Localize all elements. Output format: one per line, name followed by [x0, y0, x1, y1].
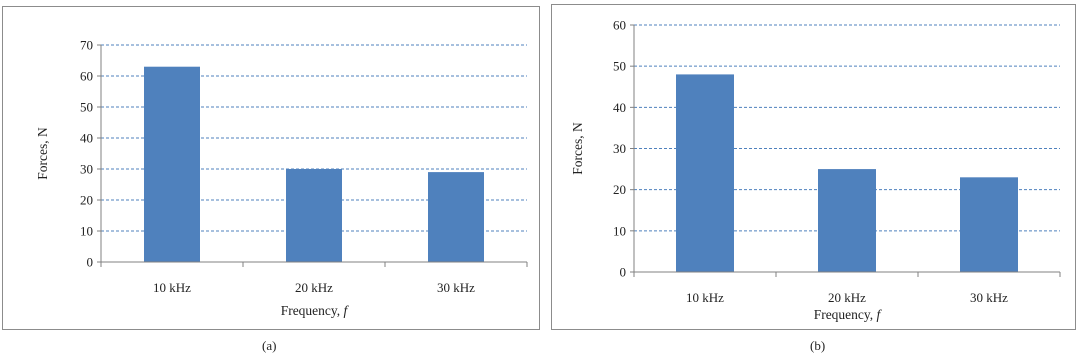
- chart-b: 0 10 20 30 40 50 60 10 kHz 20 kHz 30 kHz Frequency…: [570, 18, 1061, 322]
- y-tick-label: 40: [80, 131, 93, 146]
- x-tick-label: 30 kHz: [437, 280, 475, 295]
- x-tick-label: 30 kHz: [970, 290, 1008, 305]
- y-tick-label: 20: [80, 193, 93, 208]
- x-axis-title-symbol: f: [344, 303, 350, 318]
- x-axis-title-text: Frequency,: [281, 303, 344, 318]
- bar-10khz: [144, 66, 200, 262]
- x-axis-title-text: Frequency,: [814, 307, 877, 322]
- chart-panel-b: 0 10 20 30 40 50 60 10 kHz 20 kHz 30 kHz Frequency…: [551, 4, 1076, 330]
- chart-panel-a: 0 10 20 30 40 50 60 70 10 kHz 20 kHz 30 kHz Frequen…: [2, 6, 540, 330]
- x-tick-label: 20 kHz: [295, 280, 333, 295]
- caption-b: (b): [810, 338, 826, 353]
- chart-a: 0 10 20 30 40 50 60 70 10 kHz 20 kHz 30 kHz Frequen…: [35, 38, 528, 318]
- y-tick-label: 50: [613, 59, 626, 74]
- caption-a: (a): [262, 338, 277, 353]
- y-axis-title: Forces, N: [570, 122, 585, 175]
- y-tick-label: 50: [80, 100, 93, 115]
- y-axis-title: Forces, N: [35, 127, 50, 180]
- x-tick-label: 20 kHz: [828, 290, 866, 305]
- y-tick-label: 0: [87, 255, 94, 270]
- bar-30khz: [428, 172, 484, 262]
- y-tick-label: 20: [613, 182, 626, 197]
- x-tick-label: 10 kHz: [686, 290, 724, 305]
- y-tick-label: 0: [620, 265, 627, 280]
- bar-20khz: [818, 169, 876, 272]
- y-tick-label: 60: [613, 18, 626, 33]
- x-axis-title: Frequency, f: [281, 303, 350, 318]
- y-tick-label: 30: [80, 162, 93, 177]
- y-tick-label: 40: [613, 100, 626, 115]
- bar-20khz: [286, 169, 342, 262]
- y-tick-label: 30: [613, 141, 626, 156]
- y-tick-label: 10: [80, 224, 93, 239]
- bar-30khz: [960, 177, 1018, 272]
- x-tick-label: 10 kHz: [153, 280, 191, 295]
- y-tick-label: 10: [613, 223, 626, 238]
- bar-10khz: [676, 74, 734, 273]
- x-axis-title: Frequency, f: [814, 307, 883, 322]
- x-axis-title-symbol: f: [877, 307, 883, 322]
- y-tick-label: 60: [80, 69, 93, 84]
- y-tick-label: 70: [80, 38, 93, 53]
